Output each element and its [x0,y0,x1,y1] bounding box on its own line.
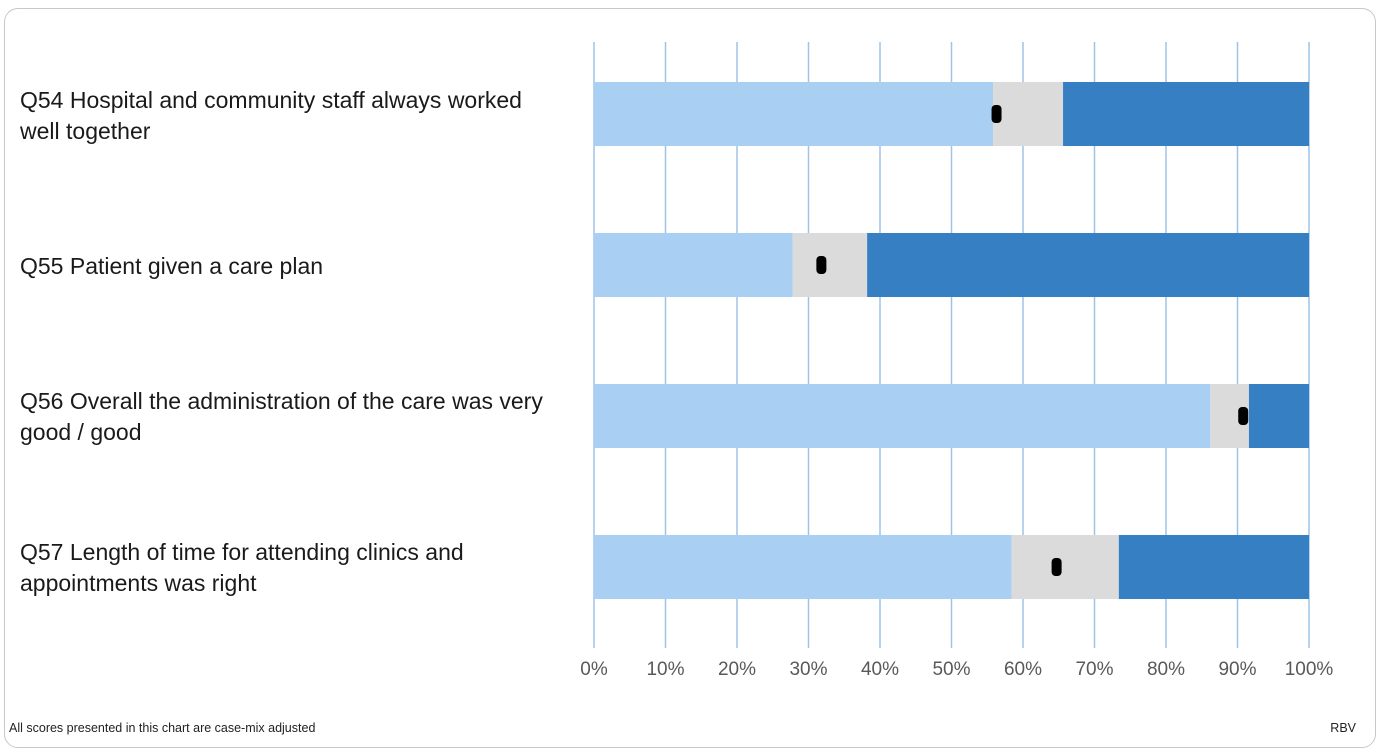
category-label-q54: Q54 Hospital and community staff always … [20,87,522,144]
bar-segment-4-3 [1118,535,1309,599]
bar-segment-4-1 [594,535,1012,599]
bar-segment-1-1 [594,82,993,146]
x-tick-label: 40% [861,659,899,680]
x-tick-label: 50% [932,659,970,680]
bar-segment-3-3 [1248,384,1309,448]
x-tick-label: 20% [718,659,756,680]
score-marker-2 [816,256,827,274]
x-tick-label: 90% [1218,659,1256,680]
bar-segment-3-1 [594,384,1211,448]
bar-segment-1-2 [992,82,1064,146]
category-label-q55: Q55 Patient given a care plan [20,253,324,279]
x-tick-label: 60% [1004,659,1042,680]
x-tick-label: 70% [1075,659,1113,680]
x-tick-label: 0% [580,659,608,680]
x-tick-label: 100% [1285,659,1334,680]
score-marker-1 [991,105,1002,123]
score-marker-3 [1238,407,1249,425]
bar-segment-2-3 [867,233,1309,297]
x-tick-label: 80% [1147,659,1185,680]
category-label-q56: Q56 Overall the administration of the ca… [20,388,543,445]
bar-segment-4-2 [1011,535,1119,599]
score-marker-4 [1051,558,1062,576]
bar-segment-1-3 [1063,82,1309,146]
bar-segment-2-2 [792,233,868,297]
footer-code: RBV [1330,721,1356,735]
footer-note: All scores presented in this chart are c… [9,721,316,735]
category-label-q57: Q57 Length of time for attending clinics… [20,539,464,596]
x-tick-label: 10% [646,659,684,680]
x-tick-label: 30% [789,659,827,680]
bar-segment-2-1 [594,233,793,297]
